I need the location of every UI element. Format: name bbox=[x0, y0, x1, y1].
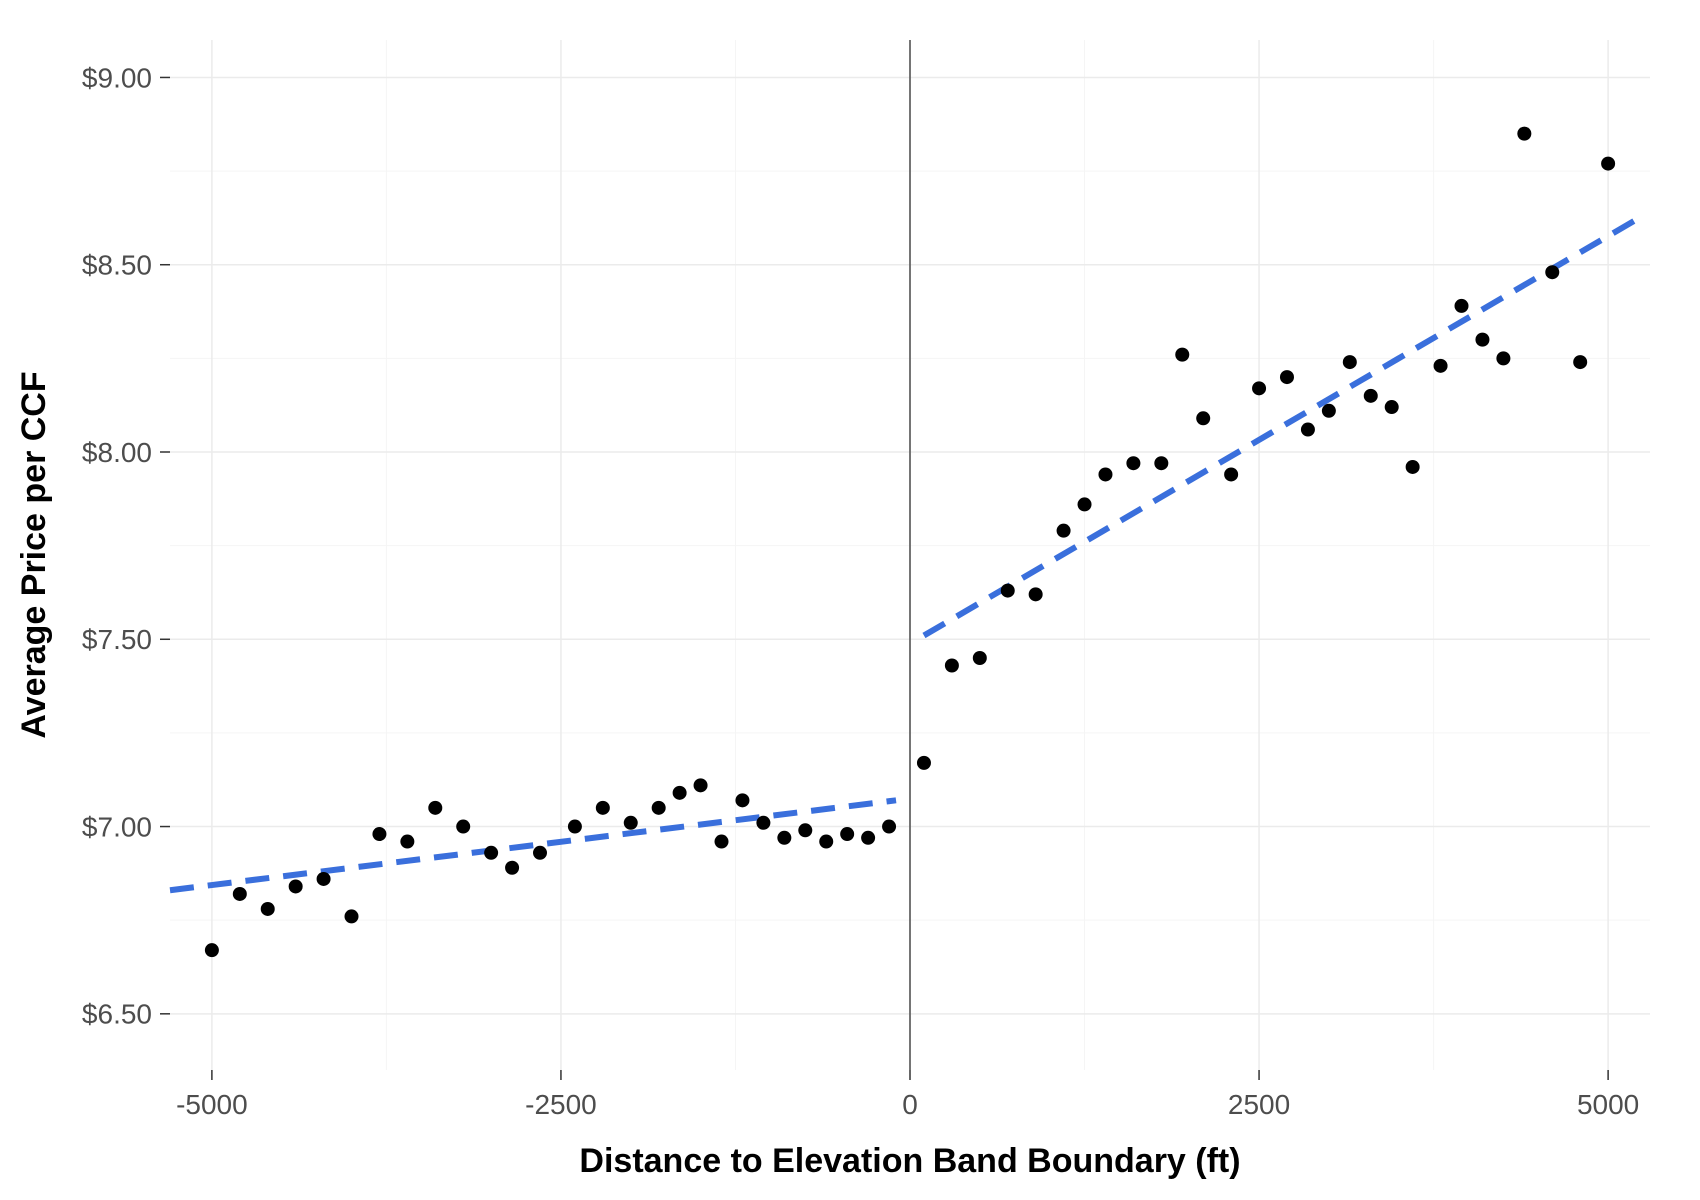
y-tick-label: $8.50 bbox=[82, 250, 152, 281]
y-tick-label: $7.00 bbox=[82, 811, 152, 842]
y-tick-label: $8.00 bbox=[82, 437, 152, 468]
y-tick-label: $9.00 bbox=[82, 62, 152, 93]
y-axis-label: Average Price per CCF bbox=[15, 371, 53, 738]
y-tick-label: $7.50 bbox=[82, 624, 152, 655]
x-tick-label: -2500 bbox=[525, 1089, 597, 1120]
x-axis-label: Distance to Elevation Band Boundary (ft) bbox=[579, 1142, 1240, 1180]
x-tick-label: -5000 bbox=[176, 1089, 248, 1120]
x-tick-label: 2500 bbox=[1228, 1089, 1290, 1120]
x-tick-label: 5000 bbox=[1577, 1089, 1639, 1120]
chart-container: -5000 -2500 0 2500 5000 $6.50 $7.00 $7.50 $8.00 $… bbox=[0, 0, 1700, 1200]
scatter-chart: -5000 -2500 0 2500 5000 $6.50 $7.00 $7.50 $8.00 $… bbox=[0, 0, 1700, 1200]
x-tick-label: 0 bbox=[902, 1089, 918, 1120]
y-tick-label: $6.50 bbox=[82, 999, 152, 1030]
